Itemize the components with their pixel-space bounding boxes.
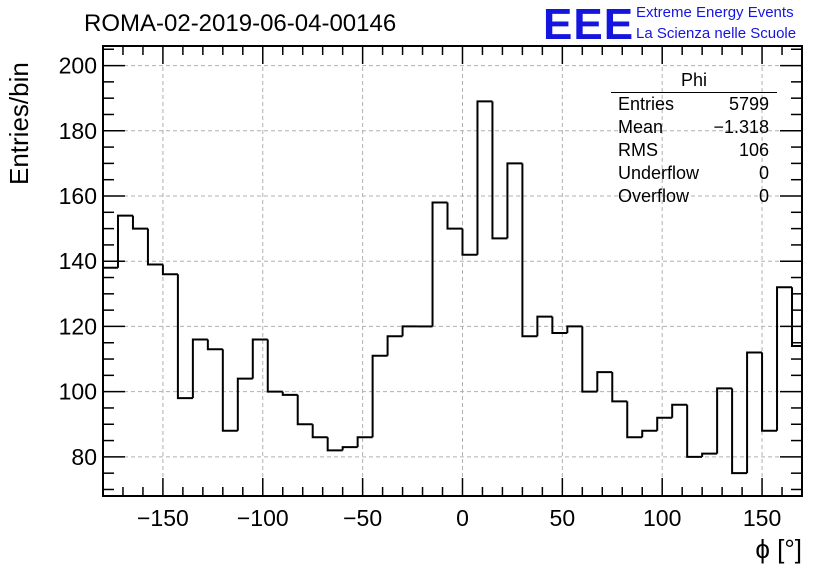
stats-value: 0 bbox=[758, 186, 769, 206]
histogram-bin bbox=[581, 326, 598, 393]
histogram-bin bbox=[791, 287, 802, 347]
histogram-bin bbox=[626, 401, 643, 439]
histogram-bin bbox=[401, 325, 418, 337]
histogram-bin bbox=[461, 228, 478, 256]
histogram-bin bbox=[491, 101, 508, 240]
x-axis-label: ϕ [°] bbox=[755, 534, 802, 564]
histogram-bin bbox=[161, 264, 178, 276]
x-tick-label: −100 bbox=[237, 505, 289, 531]
stats-row-mean: Mean −1.318 bbox=[611, 116, 777, 139]
axes: 80 100 120 140 160 180 200 −150 −100 −50 0 50 100 150 bbox=[59, 45, 803, 531]
histogram-bin bbox=[326, 437, 343, 452]
stats-label: Overflow bbox=[618, 186, 690, 206]
stats-label: Underflow bbox=[618, 163, 700, 183]
y-tick-label: 140 bbox=[59, 248, 97, 274]
x-tick-label: −150 bbox=[137, 505, 189, 531]
histogram-bin bbox=[176, 274, 193, 400]
stats-row-overflow: Overflow 0 bbox=[611, 185, 777, 208]
histogram-bin bbox=[191, 338, 208, 399]
histogram-bin bbox=[431, 201, 448, 327]
y-tick-label: 200 bbox=[59, 53, 97, 79]
histogram-bin bbox=[641, 429, 658, 438]
stats-row-underflow: Underflow 0 bbox=[611, 162, 777, 185]
stats-label: Entries bbox=[618, 94, 675, 114]
x-tick-label: 150 bbox=[743, 505, 781, 531]
histogram-bin bbox=[221, 349, 238, 432]
x-tick-label: 100 bbox=[643, 505, 681, 531]
stats-label: RMS bbox=[618, 140, 658, 160]
x-tick-label: 50 bbox=[550, 505, 576, 531]
histogram-bin bbox=[551, 316, 568, 334]
histogram-bin bbox=[746, 351, 763, 474]
histogram-bin bbox=[536, 315, 553, 337]
stats-label: Mean bbox=[618, 117, 664, 137]
histogram-bin bbox=[311, 424, 328, 439]
histogram-bin bbox=[386, 335, 403, 356]
stats-value: 0 bbox=[758, 163, 769, 183]
histogram-bin bbox=[521, 163, 538, 338]
histogram-bin bbox=[671, 403, 688, 418]
stats-value: 106 bbox=[738, 140, 769, 160]
stats-box: Phi Entries 5799 Mean −1.318 RMS 106 Und… bbox=[611, 70, 777, 208]
histogram-bin bbox=[116, 214, 133, 268]
histogram-bin bbox=[206, 339, 223, 351]
histogram-bin bbox=[776, 286, 793, 431]
stats-box-title: Phi bbox=[611, 70, 777, 93]
histogram-bin bbox=[356, 436, 373, 448]
histogram-bin bbox=[656, 416, 673, 431]
logo-text-line2: La Scienza nelle Scuole bbox=[636, 25, 797, 42]
y-axis-label: Entries/bin bbox=[4, 62, 34, 185]
y-tick-label: 180 bbox=[59, 118, 97, 144]
chart-title: ROMA-02-2019-06-04-00146 bbox=[84, 10, 397, 37]
histogram-bin bbox=[716, 387, 733, 454]
histogram-bin bbox=[236, 377, 253, 431]
stats-row-entries: Entries 5799 bbox=[611, 93, 777, 116]
plot-frame bbox=[102, 45, 803, 497]
histogram-bin bbox=[281, 391, 298, 396]
stats-row-rms: RMS 106 bbox=[611, 139, 777, 162]
histogram-bin bbox=[341, 446, 358, 451]
histogram-bin bbox=[596, 371, 613, 392]
histogram-bin bbox=[506, 162, 523, 239]
histogram-bin bbox=[476, 100, 493, 255]
histogram-bin bbox=[701, 452, 718, 457]
histogram-bin bbox=[146, 228, 163, 266]
histogram-bin bbox=[371, 354, 388, 438]
histogram-bin bbox=[251, 338, 268, 379]
histogram-bin bbox=[731, 388, 748, 475]
y-tick-label: 120 bbox=[59, 313, 97, 339]
histogram-bin bbox=[266, 339, 283, 393]
histogram-bin bbox=[566, 325, 583, 333]
stats-value: −1.318 bbox=[713, 117, 769, 137]
y-tick-label: 80 bbox=[71, 444, 97, 470]
x-tick-label: 0 bbox=[456, 505, 469, 531]
logo-text-line1: Extreme Energy Events bbox=[636, 4, 794, 21]
x-tick-label: −50 bbox=[343, 505, 382, 531]
histogram-bin bbox=[611, 372, 628, 403]
y-tick-label: 100 bbox=[59, 379, 97, 405]
y-tick-label: 160 bbox=[59, 183, 97, 209]
stats-value: 5799 bbox=[728, 94, 769, 114]
histogram-bin bbox=[131, 215, 148, 230]
eee-logo: EEE bbox=[543, 0, 635, 49]
histogram-bin bbox=[446, 202, 463, 230]
histogram-bin bbox=[296, 394, 313, 426]
histogram-series bbox=[103, 100, 802, 475]
histogram-bin bbox=[761, 352, 778, 432]
histogram-bin bbox=[686, 404, 703, 458]
